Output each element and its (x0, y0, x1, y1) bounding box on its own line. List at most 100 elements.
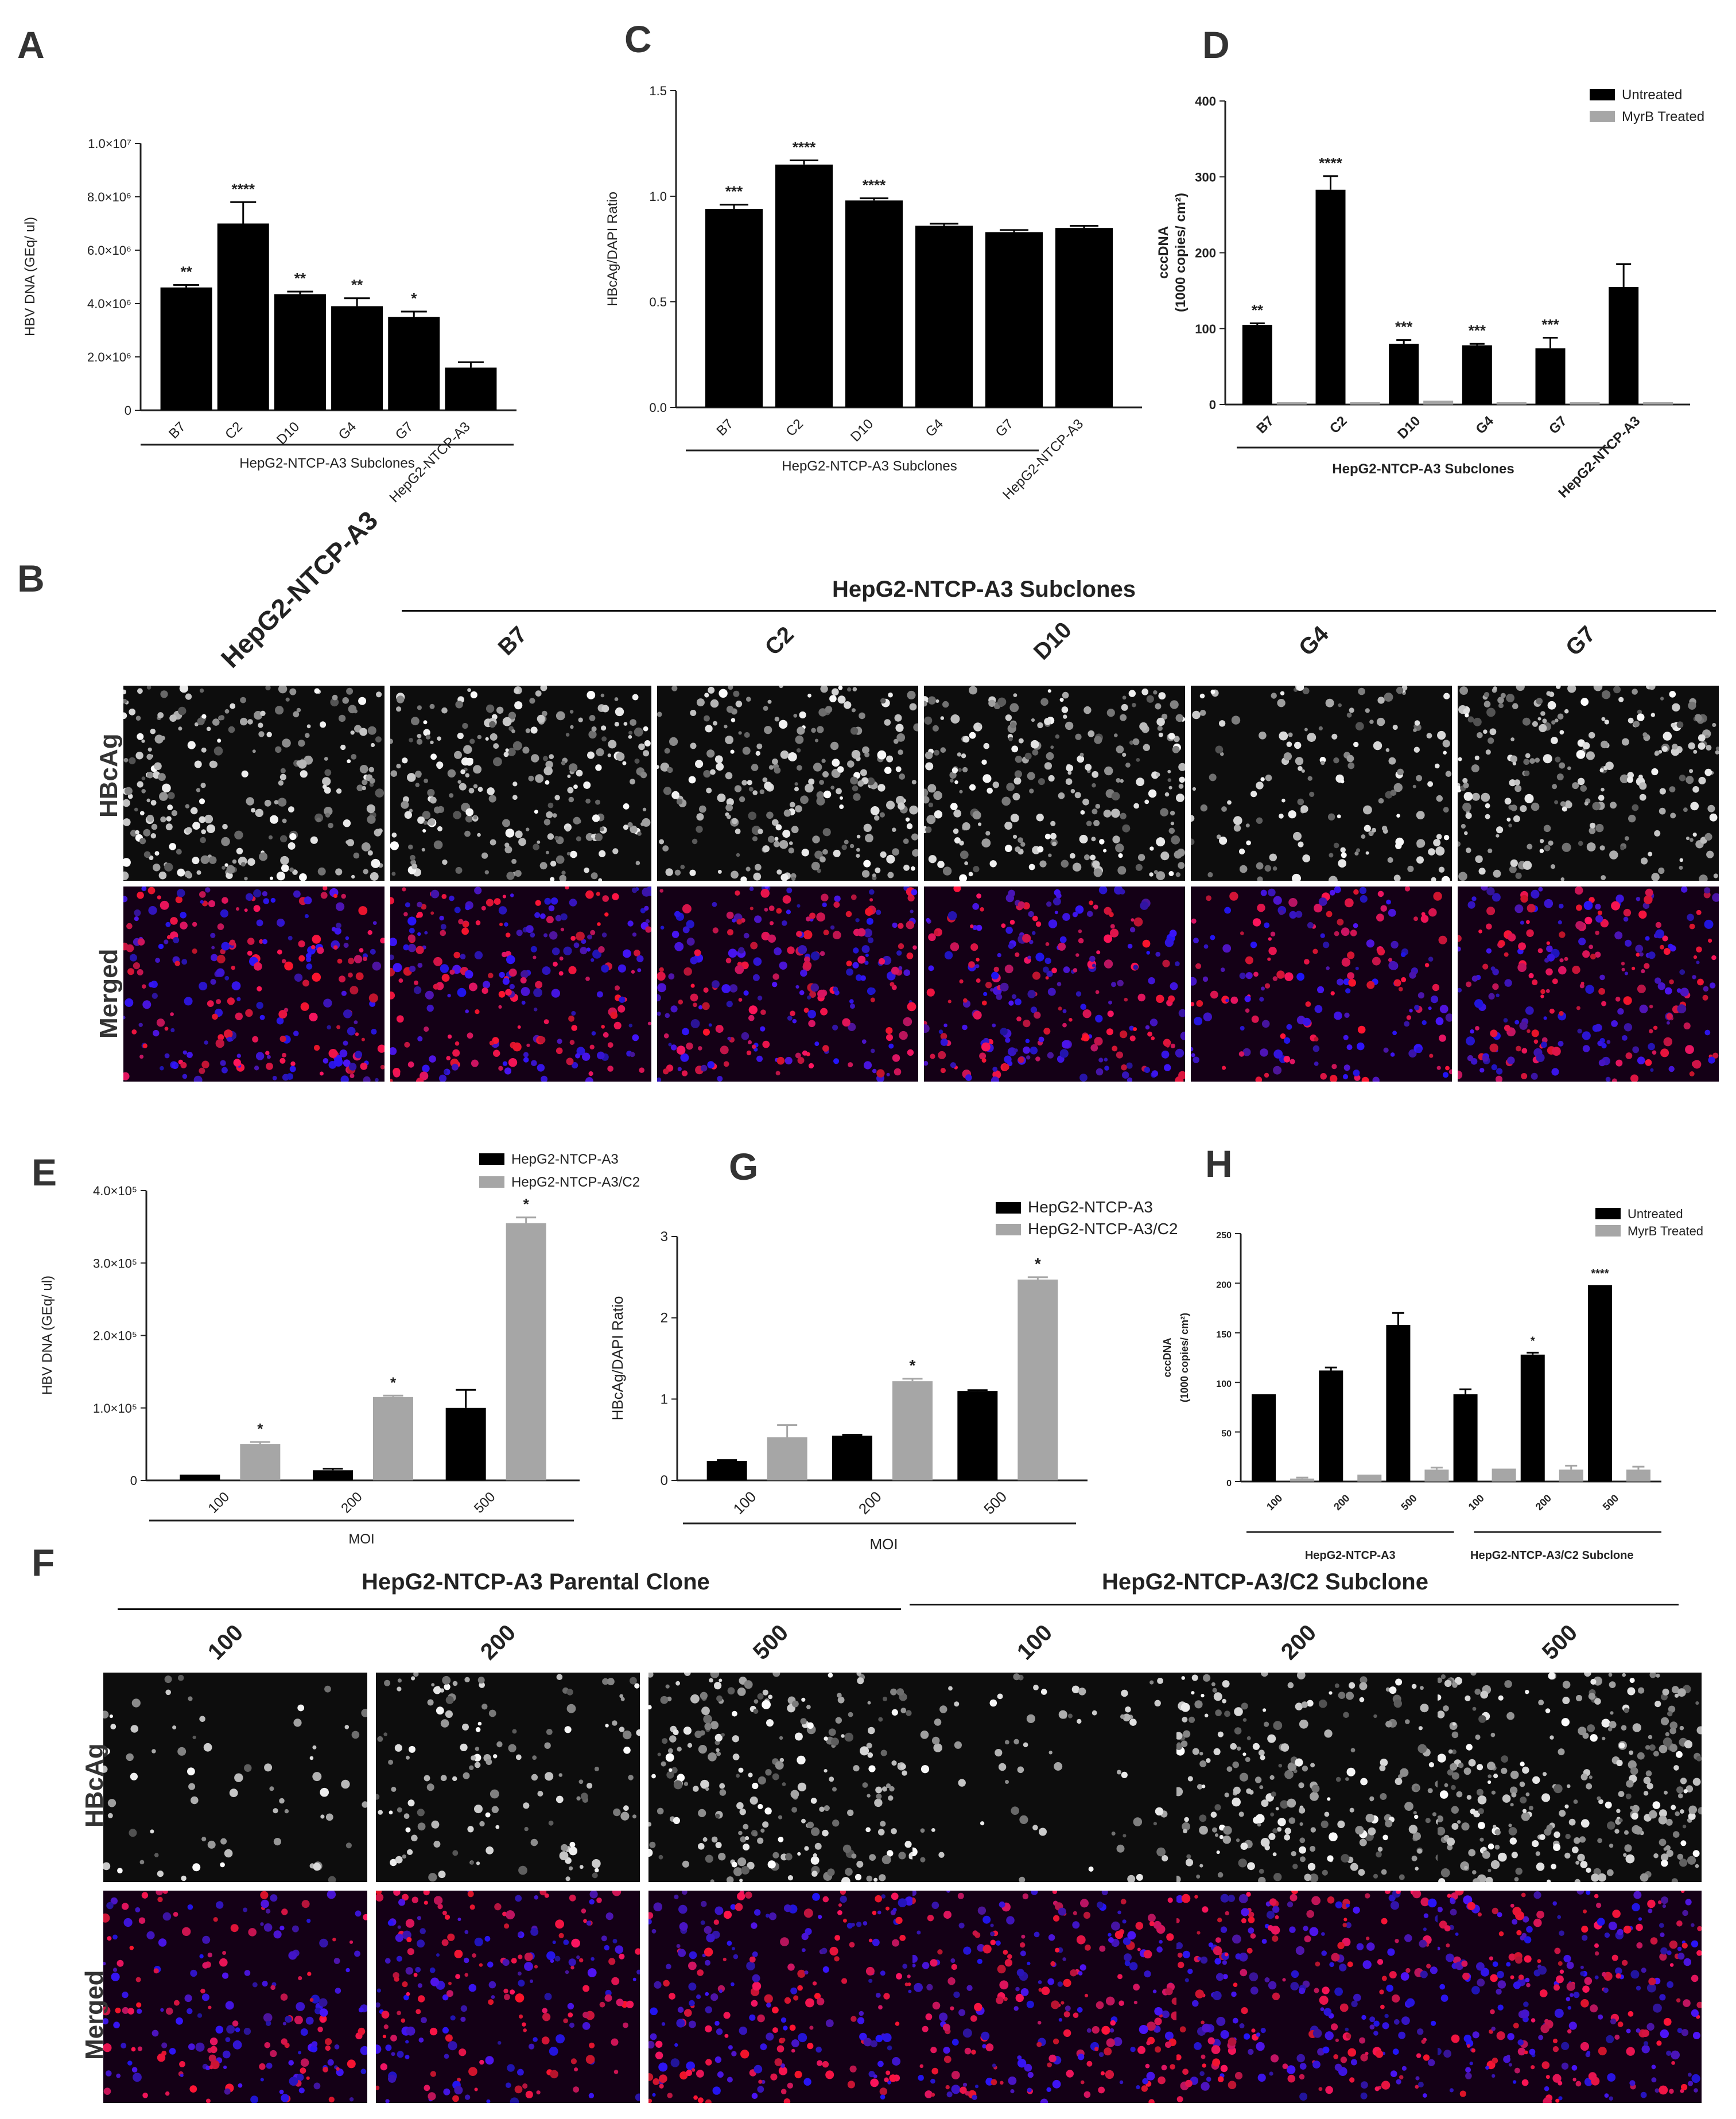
legend-swatch (1595, 1225, 1621, 1237)
panel-label-h: H (1205, 1142, 1233, 1185)
chart-e: 0 1.0×10⁵ 2.0×10⁵ 3.0×10⁵ 4.0×10⁵ HBV DNA (GE… (40, 1152, 640, 1547)
chart-h: 0 50 100 150 200 250 cccDNA (1000 copies/ cm²) 1… (1162, 1207, 1703, 1562)
bar (1017, 1280, 1058, 1480)
bar (240, 1444, 281, 1480)
x-tick-label: C2 (783, 416, 806, 440)
significance-label: ** (1252, 301, 1264, 318)
panel-f-group-left: HepG2-NTCP-A3 Parental Clone (362, 1569, 710, 1595)
bar (506, 1223, 546, 1480)
legend-label: Untreated (1622, 87, 1682, 103)
significance-label: * (257, 1420, 263, 1437)
significance-label: **** (1319, 154, 1342, 172)
x-tick-label: C2 (222, 419, 246, 442)
bar (1462, 345, 1492, 405)
significance-label: * (390, 1374, 397, 1391)
bar (1496, 402, 1527, 405)
y-tick-label: 4.0×10⁶ (87, 297, 131, 311)
x-tick-label: HepG2-NTCP-A3 (1555, 413, 1643, 501)
legend-label: HepG2-NTCP-A3/C2 (511, 1175, 640, 1190)
y-tick-label: 100 (1216, 1379, 1232, 1389)
chart-g: 0 1 2 3 HBcAg/DAPI Ratio 100 * 200 * 500 MOI HepG2-… (609, 1198, 1178, 1553)
micrograph-hbcag (1458, 686, 1719, 881)
y-tick-label: 3 (661, 1229, 668, 1245)
micrograph-hbcag (1176, 1673, 1440, 1882)
bar (1626, 1469, 1650, 1482)
y-tick-label: 100 (1195, 322, 1216, 336)
bar (915, 225, 973, 407)
x-tick-label: 200 (1331, 1492, 1351, 1513)
y-axis-title: HBV DNA (GEq/ ul) (40, 1276, 55, 1395)
legend-swatch (1590, 89, 1615, 100)
bar (985, 232, 1043, 407)
y-tick-label: 0 (1226, 1479, 1232, 1488)
bar (845, 200, 903, 407)
x-tick-label: 100 (1264, 1492, 1284, 1513)
micrograph-hbcag (924, 686, 1185, 881)
panel-label-b: B (17, 557, 45, 600)
panel-label-d: D (1202, 24, 1230, 66)
bar (331, 306, 383, 410)
row-label-merged: Merged (80, 1970, 108, 2060)
significance-label: *** (1541, 316, 1559, 333)
y-tick-label: 4.0×10⁵ (93, 1184, 137, 1198)
significance-label: **** (793, 138, 816, 155)
legend-label: MyrB Treated (1622, 109, 1704, 125)
micrograph-hbcag (103, 1673, 367, 1882)
y-tick-label: 0 (130, 1473, 137, 1488)
micrograph-merged (390, 887, 651, 1082)
x-tick-label: G4 (923, 416, 947, 440)
legend-swatch (479, 1153, 504, 1165)
y-tick-label: 3.0×10⁵ (93, 1256, 137, 1270)
y-tick-label: 1.0×10⁵ (93, 1401, 137, 1416)
x-tick-label: G7 (993, 416, 1017, 440)
y-tick-label: 2.0×10⁶ (87, 350, 131, 364)
x-tick-label: 500 (1601, 1492, 1621, 1513)
row-label-hbcag: HBcAg (95, 733, 123, 818)
bar (767, 1437, 807, 1480)
x-tick-label: B7 (713, 416, 736, 439)
micrograph-hbcag (648, 1673, 912, 1882)
bar (706, 1461, 747, 1480)
bar (180, 1474, 220, 1480)
y-tick-label: 2 (661, 1311, 668, 1326)
legend-label: HepG2-NTCP-A3 (1028, 1198, 1153, 1216)
y-tick-label: 0.5 (649, 295, 667, 309)
legend-swatch (1590, 111, 1615, 122)
significance-label: ** (294, 270, 306, 287)
y-tick-label: 400 (1195, 94, 1216, 108)
bar (313, 1470, 353, 1480)
y-tick-label: 1.5 (649, 84, 667, 98)
bar (1276, 402, 1307, 405)
significance-label: *** (1469, 322, 1486, 339)
x-tick-label: 500 (980, 1488, 1010, 1518)
micrograph-hbcag (1438, 1673, 1702, 1882)
panel-f-rule-left (118, 1608, 901, 1610)
micrograph-merged (1176, 1891, 1440, 2103)
bar (373, 1397, 413, 1480)
bar (1319, 1370, 1343, 1482)
row-label-hbcag: HBcAg (80, 1743, 108, 1828)
bar (1423, 401, 1454, 405)
bar (1492, 1468, 1516, 1482)
bar (1520, 1354, 1545, 1482)
y-tick-label: 1 (661, 1391, 668, 1407)
significance-label: * (1531, 1335, 1535, 1347)
bar (445, 367, 497, 410)
bar (1290, 1478, 1315, 1482)
y-tick-label: 2.0×10⁵ (93, 1329, 137, 1343)
x-tick-label: D10 (274, 419, 302, 448)
group-label: HepG2-NTCP-A3 (1305, 1549, 1396, 1562)
bar (1357, 1474, 1382, 1482)
x-tick-label: 200 (338, 1489, 365, 1516)
significance-label: * (1035, 1255, 1041, 1273)
row-label-merged: Merged (95, 948, 123, 1039)
panel-f-rule-right (910, 1604, 1679, 1605)
y-tick-label: 50 (1221, 1429, 1232, 1439)
y-axis-title: cccDNA (1156, 226, 1171, 279)
y-axis-title: HBcAg/DAPI Ratio (609, 1296, 626, 1421)
micrograph-merged (123, 887, 385, 1082)
significance-label: ** (351, 277, 363, 294)
x-tick-label: G7 (1546, 413, 1570, 437)
chart-c: 0.0 0.5 1.0 1.5 HBcAg/DAPI Ratio *** B7 **** C2 *… (605, 84, 1142, 503)
